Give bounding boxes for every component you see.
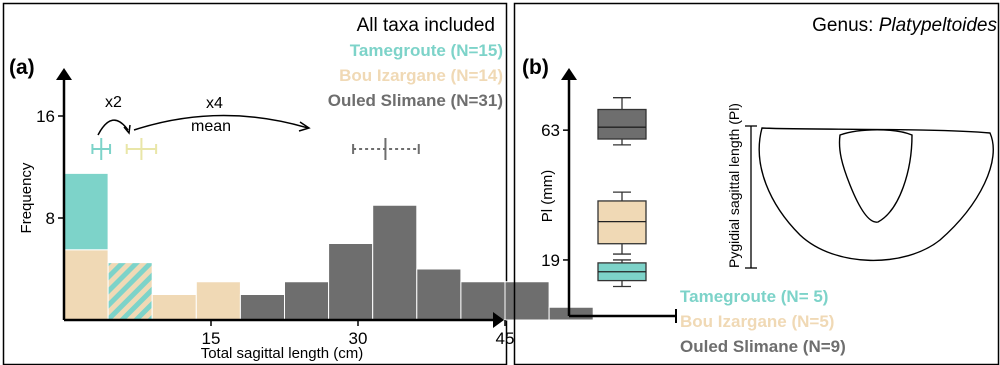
panel-b-title-prefix: Genus: [812, 15, 879, 36]
pygidium-outline: Pygidial sagittal length (Pl) [726, 103, 994, 269]
x-tick-label-45: 45 [496, 329, 515, 348]
panel-a-title: All taxa included [357, 15, 495, 36]
y-tick-label-b-19: 19 [541, 251, 560, 270]
legend-b-ouled-slimane: Ouled Slimane (N=9) [680, 337, 846, 356]
bar-bou_izargane-0 [63, 249, 109, 321]
y-tick-label-8: 8 [46, 209, 55, 228]
mean-marker-1 [125, 138, 158, 160]
panel-b-label: (b) [522, 56, 549, 79]
factor-annotations: x2 x4 mean [97, 94, 311, 136]
x-axis-label: Total sagittal length (cm) [201, 345, 364, 362]
y-axis-b-arrow [561, 68, 577, 80]
bar-ouled_slimane-3 [372, 204, 418, 321]
outline-label: Pygidial sagittal length (Pl) [726, 103, 742, 268]
box-bou-izargane [597, 191, 647, 255]
bar-bou_izargane-1 [107, 262, 153, 321]
bar-ouled_slimane-2 [328, 243, 374, 321]
legend-a-ouled-slimane: Ouled Slimane (N=31) [328, 91, 503, 110]
panel-b-title-genus: Platypeltoides [879, 15, 998, 36]
mean-marker-2 [352, 138, 420, 160]
mean-markers [91, 138, 420, 160]
panel-a-label: (a) [9, 56, 35, 79]
legend-b-tamegroute: Tamegroute (N= 5) [680, 287, 828, 306]
bar-ouled_slimane-0 [239, 294, 285, 321]
legend-b-bou-izargane: Bou Izargane (N=5) [680, 312, 834, 331]
y-axis-arrow [56, 68, 72, 80]
panel-b-title: Genus: Platypeltoides [812, 15, 997, 36]
annotation-mean: mean [191, 118, 231, 135]
annotation-x2: x2 [105, 94, 122, 111]
legend-b: Tamegroute (N= 5) Bou Izargane (N=5) Oul… [680, 287, 846, 356]
pygidium-axis [838, 129, 913, 223]
panel-a: All taxa included (a) 15 30 45 8 16 Total sag… [2, 2, 594, 365]
histogram-axes: 15 30 45 8 16 Total sagittal length (cm) Frequ… [18, 68, 514, 362]
bar-ouled_slimane-4 [416, 268, 462, 321]
mean-marker-0 [91, 138, 112, 160]
annotation-x4: x4 [206, 95, 223, 112]
bar-tamegroute-0 [63, 172, 109, 251]
bar-ouled_slimane-7 [548, 306, 594, 321]
box-ouled-slimane [597, 97, 647, 146]
pygidium-outer [758, 127, 994, 262]
bar-ouled_slimane-1 [284, 281, 330, 321]
y-axis-label: Frequency [18, 162, 35, 233]
bar-ouled_slimane-5 [460, 281, 506, 321]
y-tick-label-b-63: 63 [541, 121, 560, 140]
bar-bou_izargane-2 [151, 294, 197, 321]
x-tick-label-15: 15 [202, 329, 221, 348]
legend-a: Tamegroute (N=15) Bou Izargane (N=14) Ou… [328, 41, 503, 110]
bar-bou_izargane-3 [195, 281, 241, 321]
x-tick-label-30: 30 [349, 329, 368, 348]
y-tick-label-16: 16 [36, 107, 55, 126]
arrow-x2-head [123, 124, 131, 135]
legend-a-bou-izargane: Bou Izargane (N=14) [339, 66, 503, 85]
x-axis-arrow [493, 312, 504, 328]
arrow-x4-head [298, 121, 311, 132]
arrow-x4 [133, 114, 309, 131]
box-body-0 [597, 108, 647, 140]
panel-b: Genus: Platypeltoides (b) 19 63 Pl (mm) Ta… [513, 2, 1000, 365]
y-axis-label-b: Pl (mm) [539, 170, 556, 223]
legend-a-tamegroute: Tamegroute (N=15) [350, 41, 503, 60]
boxplot-axes: 19 63 Pl (mm) [539, 68, 677, 323]
box-body-1 [597, 200, 647, 245]
bar-ouled_slimane-6 [504, 281, 550, 321]
arrow-x2 [97, 119, 129, 136]
box-tamegroute [597, 259, 647, 288]
boxplots [597, 97, 647, 288]
